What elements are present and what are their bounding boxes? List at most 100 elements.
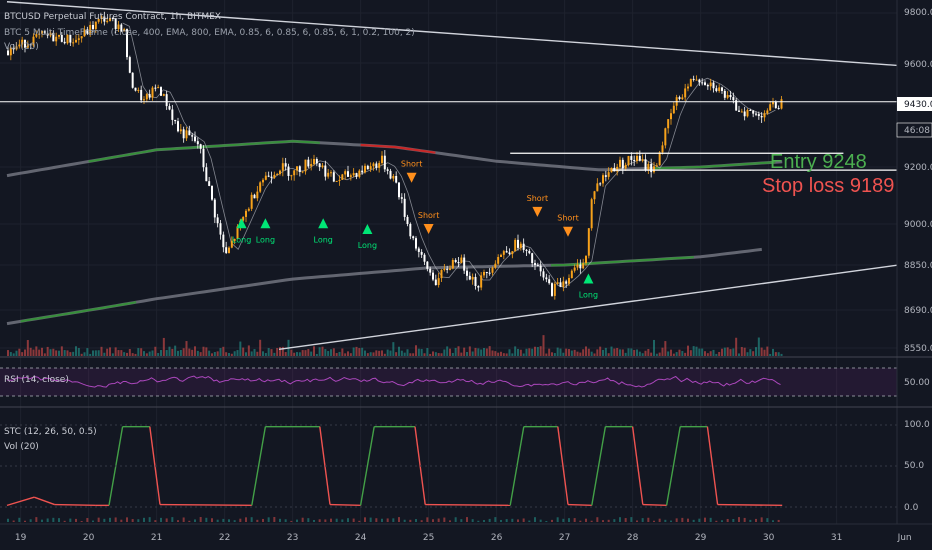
stc-volume-bar	[171, 517, 174, 522]
candle-body	[522, 243, 525, 250]
volume-bar	[29, 347, 32, 356]
candle-body	[378, 163, 381, 168]
candle-body	[321, 165, 324, 168]
volume-bar	[106, 348, 109, 356]
volume-bar	[443, 349, 446, 356]
stc-volume-bar	[369, 517, 372, 522]
candle-body	[420, 251, 423, 255]
candle-body	[579, 264, 582, 269]
volume-bar	[678, 349, 681, 356]
stc-volume-bar	[528, 520, 531, 522]
candle-body	[15, 46, 18, 50]
candle-body	[432, 272, 434, 280]
volume-bar	[548, 348, 551, 356]
stc-volume-bar	[24, 520, 26, 522]
volume-bar	[534, 346, 536, 356]
stc-volume-bar	[647, 517, 650, 522]
candle-body	[497, 256, 500, 264]
stc-volume-bar	[75, 518, 77, 522]
stc-volume-bar	[704, 517, 706, 522]
candle-body	[69, 34, 72, 43]
volume-bar	[128, 349, 131, 356]
stc-volume-bar	[772, 520, 774, 522]
stc-volume-bar	[556, 517, 559, 522]
volume-bar	[296, 352, 298, 356]
volume-bar	[485, 348, 488, 356]
candle-body	[279, 170, 281, 175]
volume-bar	[131, 353, 134, 356]
candle-body	[389, 170, 392, 179]
candle-body	[338, 179, 341, 181]
volume-bar	[194, 346, 196, 356]
stc-volume-bar	[670, 520, 672, 522]
volume-bar	[474, 347, 477, 356]
stc-volume-bar	[92, 520, 94, 522]
candle-body	[219, 223, 222, 235]
candle-body	[463, 257, 466, 271]
candle-body	[505, 251, 508, 253]
volume-bar	[712, 349, 715, 356]
stc-volume-bar	[715, 520, 718, 522]
candle-body	[701, 82, 704, 84]
volume-bar	[92, 350, 94, 356]
candle-body	[77, 38, 80, 40]
volume-bar	[570, 350, 573, 356]
stc-volume-bar	[449, 520, 451, 522]
volume-bar	[366, 353, 369, 356]
volume-bar	[412, 353, 415, 356]
volume-bar	[766, 346, 769, 356]
volume-bar	[774, 352, 777, 356]
stc-volume-bar	[58, 518, 60, 522]
time-tick: 28	[627, 533, 639, 543]
candle-body	[281, 163, 284, 171]
volume-bar	[721, 348, 723, 356]
candle-body	[587, 228, 590, 256]
long-label: Long	[256, 235, 275, 244]
candle-body	[406, 216, 409, 224]
stc-volume-bar	[154, 520, 157, 522]
candle-body	[236, 226, 239, 239]
candle-body	[191, 135, 194, 137]
stc-line	[557, 426, 569, 505]
stc-volume-bar	[551, 519, 553, 522]
candle-body	[140, 89, 143, 101]
countdown-tag	[896, 122, 932, 138]
stc-volume-bar	[86, 518, 89, 522]
candle-body	[35, 34, 38, 37]
candle-body	[372, 163, 375, 167]
stc-volume-bar	[301, 517, 304, 522]
long-arrow	[318, 218, 329, 229]
volume-bar	[502, 353, 505, 356]
candle-body	[151, 87, 154, 98]
candle-body	[341, 174, 344, 180]
time-tick: 20	[83, 533, 95, 543]
candle-body	[644, 159, 647, 170]
candle-body	[466, 270, 468, 276]
candle-body	[137, 89, 140, 91]
volume-bar	[415, 345, 417, 356]
stc-volume-bar	[120, 519, 123, 522]
volume-bar	[755, 347, 757, 356]
volume-bar	[440, 353, 443, 356]
volume-bar	[763, 349, 766, 356]
candle-body	[21, 39, 24, 45]
volume-bar	[352, 347, 355, 356]
candle-body	[757, 114, 760, 117]
volume-bar	[403, 352, 406, 356]
volume-bar	[576, 351, 579, 356]
volume-bar	[154, 346, 157, 356]
candle-body	[347, 171, 349, 177]
stc-volume-bar	[732, 518, 735, 522]
volume-bar	[389, 350, 392, 356]
candle-body	[324, 165, 327, 177]
stc-volume-bar	[211, 518, 213, 522]
volume-bar	[26, 340, 29, 356]
volume-bar	[162, 337, 165, 356]
stc-volume-bar	[539, 519, 542, 522]
stc-line	[631, 426, 644, 505]
candle-body	[327, 172, 330, 177]
stc-volume-bar	[505, 519, 508, 522]
volume-bar	[514, 346, 517, 356]
volume-bar	[672, 353, 675, 356]
